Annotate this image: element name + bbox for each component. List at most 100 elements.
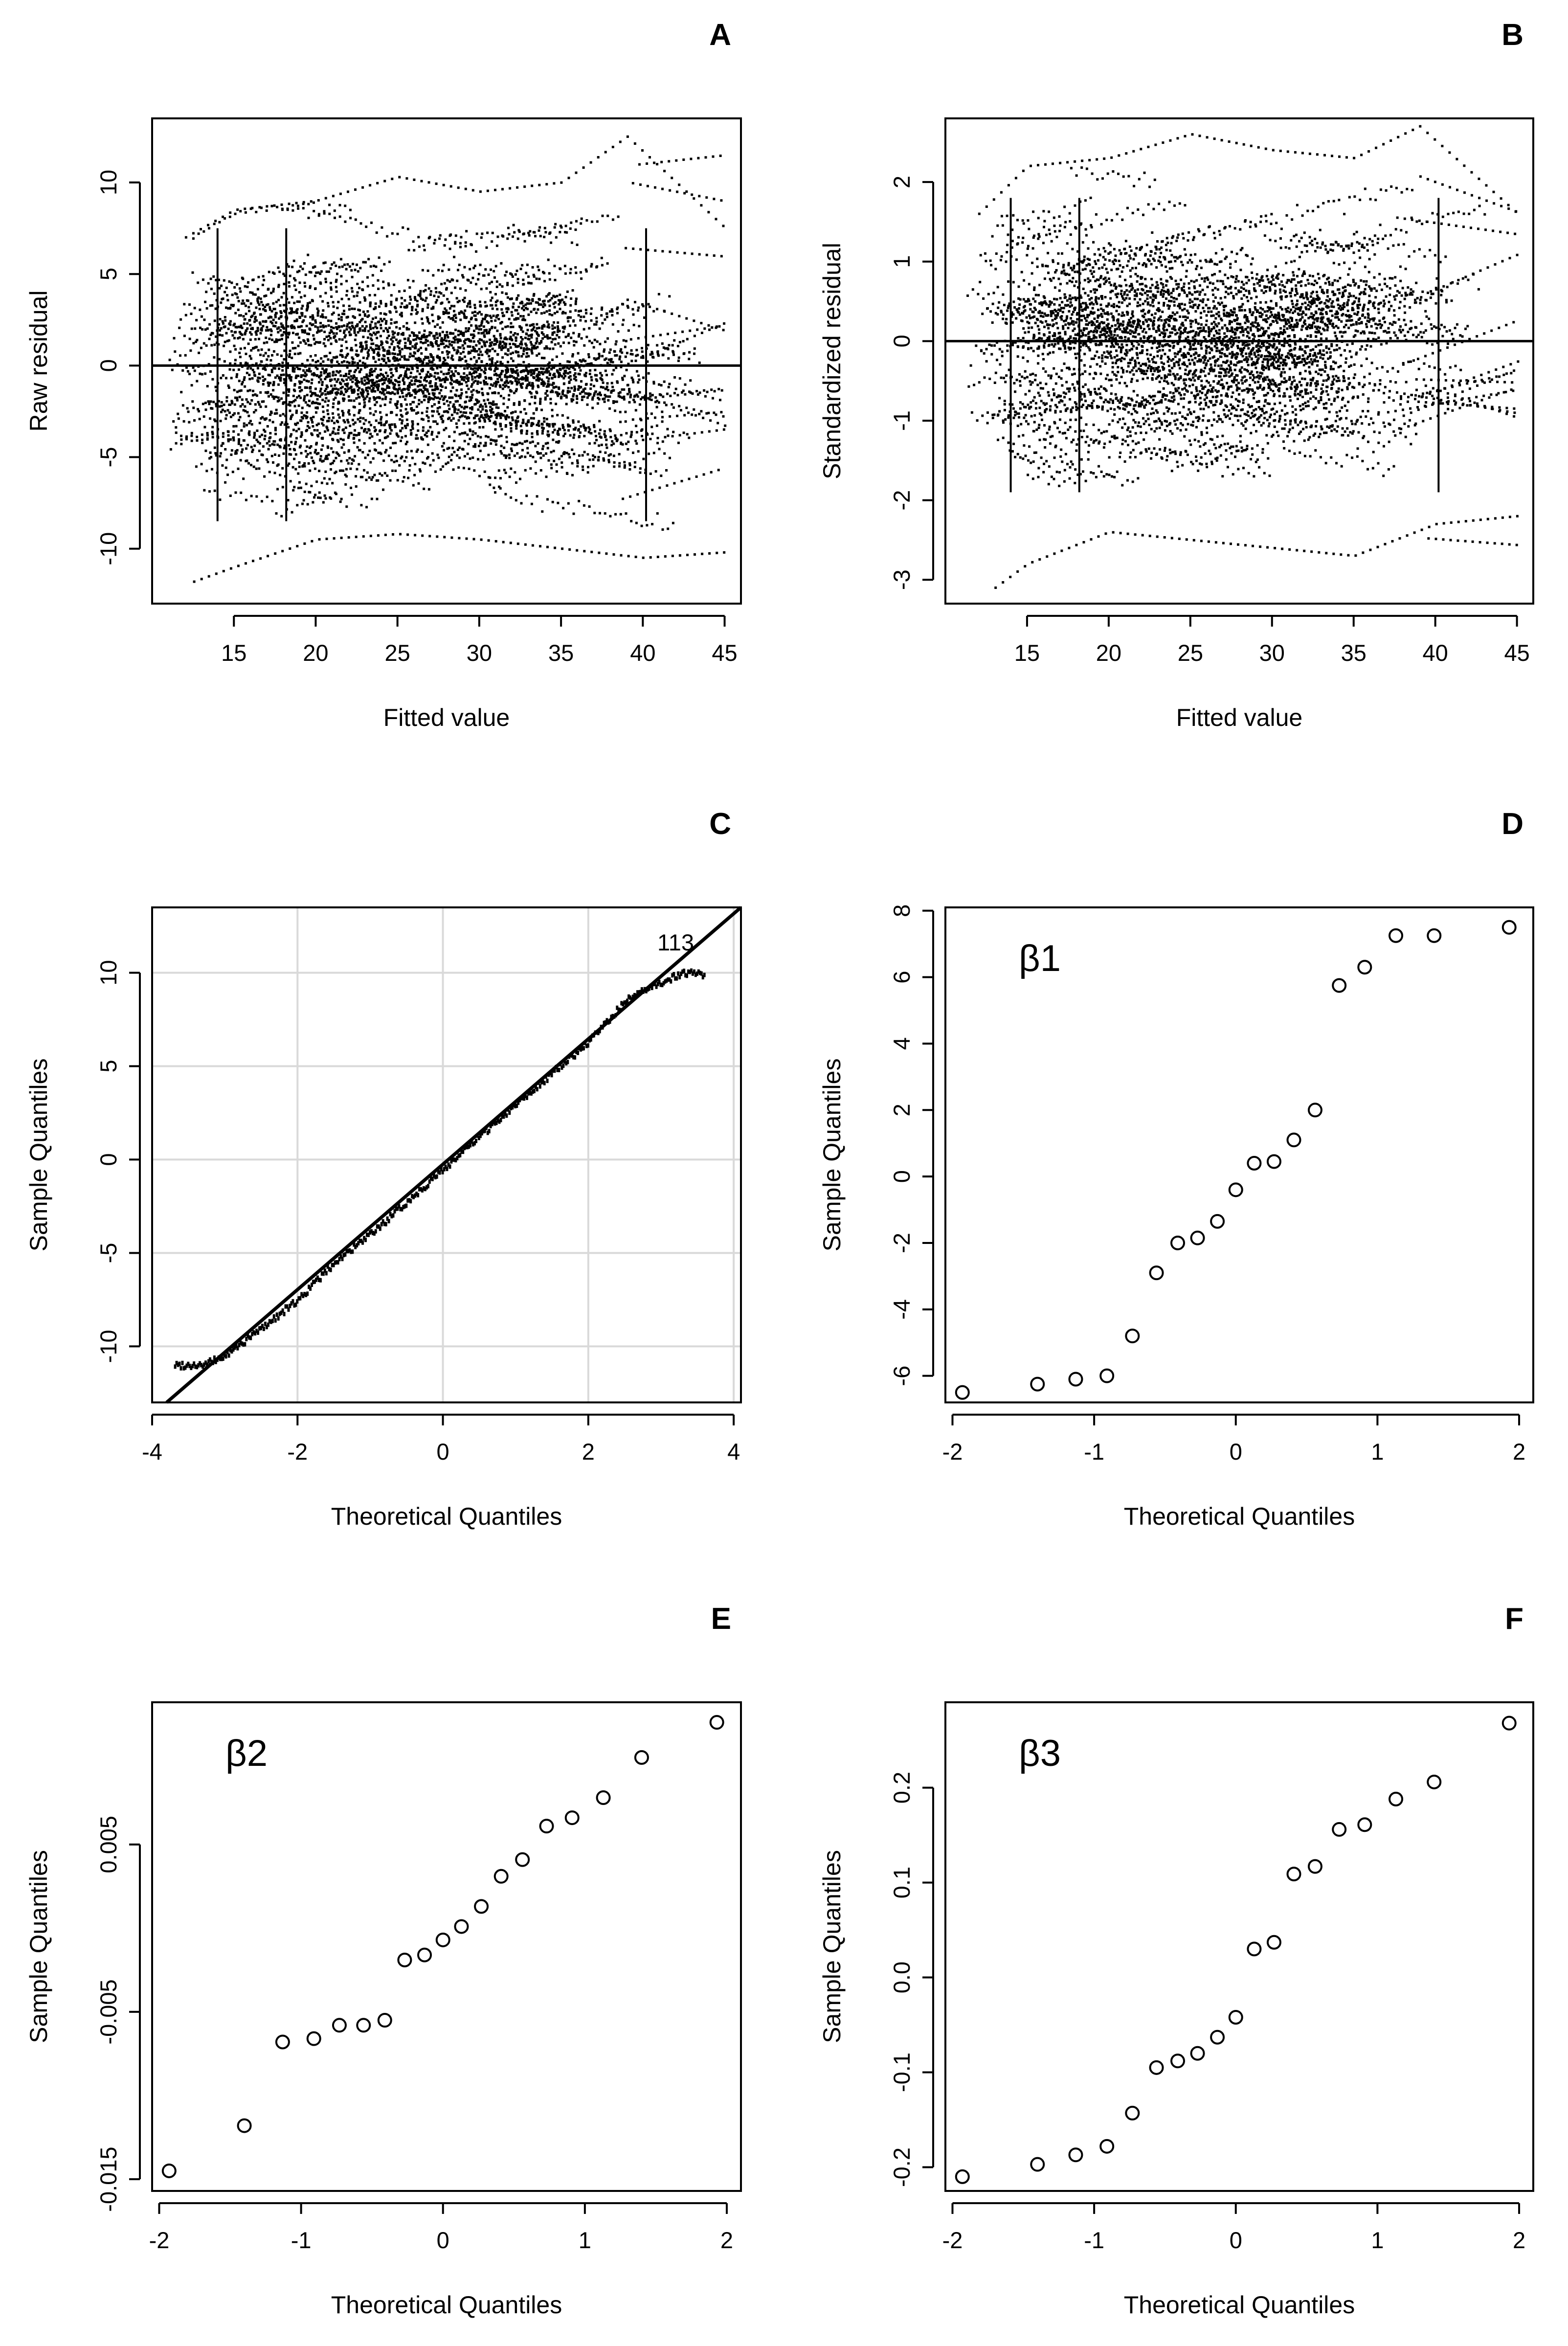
data-point	[435, 1932, 450, 1947]
data-point	[377, 2013, 392, 2028]
x-axis: 15 20 25 30 35 40 45 Fitted value	[1014, 615, 1530, 731]
x-tick-label: 1	[579, 2227, 591, 2253]
y-tick-label: 2	[889, 1104, 915, 1116]
qq-points	[174, 968, 706, 1371]
x-tick-label: 15	[221, 640, 246, 666]
data-point	[1125, 1329, 1140, 1344]
panel-letter: D	[1501, 807, 1523, 841]
y-tick-label: -0.2	[889, 2147, 915, 2187]
x-axis: 15 20 25 30 35 40 45 Fitted value	[221, 615, 738, 731]
data-point	[275, 2034, 290, 2050]
y-tick-label: 8	[889, 904, 915, 917]
data-point	[1030, 2157, 1045, 2172]
data-point	[474, 1899, 489, 1914]
data-point	[1427, 1774, 1442, 1789]
y-tick-label: 0	[889, 335, 915, 347]
y-tick-label: 10	[95, 170, 121, 195]
y-axis: -0.015 -0.005 0.005 Sample Quantiles	[25, 1816, 141, 2212]
x-axis-label: Theoretical Quantiles	[1124, 1503, 1355, 1530]
data-point	[1307, 1859, 1322, 1874]
x-tick-label: 35	[1341, 640, 1366, 666]
plot-frame	[944, 906, 1534, 1403]
data-point	[1228, 1182, 1243, 1197]
y-tick-label: -10	[95, 532, 121, 565]
x-axis: -2 -1 0 1 2 Theoretical Quantiles	[149, 2202, 733, 2319]
x-tick-label: 1	[1371, 1439, 1384, 1465]
y-tick-label: 2	[889, 176, 915, 188]
data-point	[564, 1810, 580, 1826]
plot-data	[955, 920, 1517, 1400]
x-axis: -4 -2 0 2 4 Theoretical Quantiles	[142, 1414, 740, 1530]
plot-data	[955, 1715, 1517, 2184]
y-tick-label: -0.005	[95, 1979, 121, 2044]
data-point	[161, 2163, 177, 2178]
data-point	[1190, 2046, 1205, 2061]
x-tick-label: -1	[1084, 2227, 1104, 2253]
panel-letter: C	[709, 807, 731, 841]
data-point	[1389, 1791, 1404, 1806]
data-point	[454, 1919, 469, 1934]
data-point	[1427, 928, 1442, 943]
data-point	[493, 1869, 509, 1884]
data-point	[1286, 1132, 1301, 1148]
residual-traces	[168, 135, 727, 583]
data-point	[1099, 1368, 1115, 1383]
data-point	[1068, 1372, 1083, 1387]
outlier-label: 113	[657, 929, 694, 955]
y-axis: -3 -2 -1 0 1 2 Standardized residual	[818, 176, 934, 590]
y-tick-label: 1	[889, 255, 915, 268]
y-tick-label: -5	[95, 1243, 121, 1263]
panel-letter: A	[709, 18, 731, 52]
data-point	[515, 1852, 530, 1867]
data-point	[1389, 928, 1404, 943]
x-tick-label: 2	[582, 1439, 595, 1465]
plot-data	[161, 1715, 724, 2178]
y-tick-label: 0	[889, 1170, 915, 1183]
x-tick-label: 20	[303, 640, 328, 666]
data-point	[1332, 978, 1347, 993]
data-point	[397, 1952, 412, 1967]
plot-frame	[944, 1701, 1534, 2192]
y-tick-label: -5	[95, 447, 121, 468]
panel-b: 15 20 25 30 35 40 45 Fitted value -3 -2 -1 0 1 2 Stand…	[818, 18, 1534, 731]
data-point	[1149, 2060, 1164, 2075]
panel-d: β1 -2 -1 0 1 2 Theoretical Quantiles -6 -4 -2 0 2 4 6…	[818, 807, 1534, 1530]
y-axis-label: Sample Quantiles	[818, 1059, 846, 1252]
data-point	[1266, 1154, 1281, 1169]
data-point	[1332, 1822, 1347, 1837]
plot-frame	[944, 117, 1534, 605]
y-tick-label: 0.2	[889, 1772, 915, 1804]
panel-c: 113 -4 -2 0 2 4 Theoretical Quantiles -10 -5 0 5 10…	[25, 807, 742, 1530]
y-tick-label: 0.005	[95, 1816, 121, 1873]
y-tick-label: -4	[889, 1299, 915, 1320]
x-tick-label: 2	[1513, 1439, 1525, 1465]
data-point	[1247, 1155, 1262, 1171]
y-tick-label: -2	[889, 1233, 915, 1253]
x-tick-label: 15	[1014, 640, 1040, 666]
qq-reference-line	[165, 906, 742, 1404]
y-tick-label: 0.1	[889, 1867, 915, 1898]
x-tick-label: 2	[1513, 2227, 1525, 2253]
y-tick-label: 4	[889, 1037, 915, 1050]
data-point	[1125, 2105, 1140, 2120]
y-tick-label: -6	[889, 1366, 915, 1386]
data-point	[1266, 1935, 1281, 1950]
data-point	[1149, 1265, 1164, 1281]
data-point	[1210, 2030, 1225, 2045]
residual-traces	[966, 125, 1520, 589]
x-tick-label: 25	[1178, 640, 1203, 666]
x-tick-label: 0	[1230, 2227, 1242, 2253]
y-axis-label: Sample Quantiles	[25, 1850, 52, 2043]
y-tick-label: -1	[889, 410, 915, 431]
data-point	[1307, 1103, 1322, 1118]
data-point	[1501, 1715, 1517, 1731]
data-point	[539, 1819, 554, 1834]
y-tick-label: -0.1	[889, 2053, 915, 2092]
x-tick-label: 20	[1096, 640, 1121, 666]
y-tick-label: -2	[889, 490, 915, 511]
y-tick-label: 0	[95, 359, 121, 372]
y-tick-label: 0	[95, 1153, 121, 1166]
x-axis-label: Theoretical Quantiles	[331, 2291, 562, 2319]
data-point	[1170, 1235, 1186, 1250]
